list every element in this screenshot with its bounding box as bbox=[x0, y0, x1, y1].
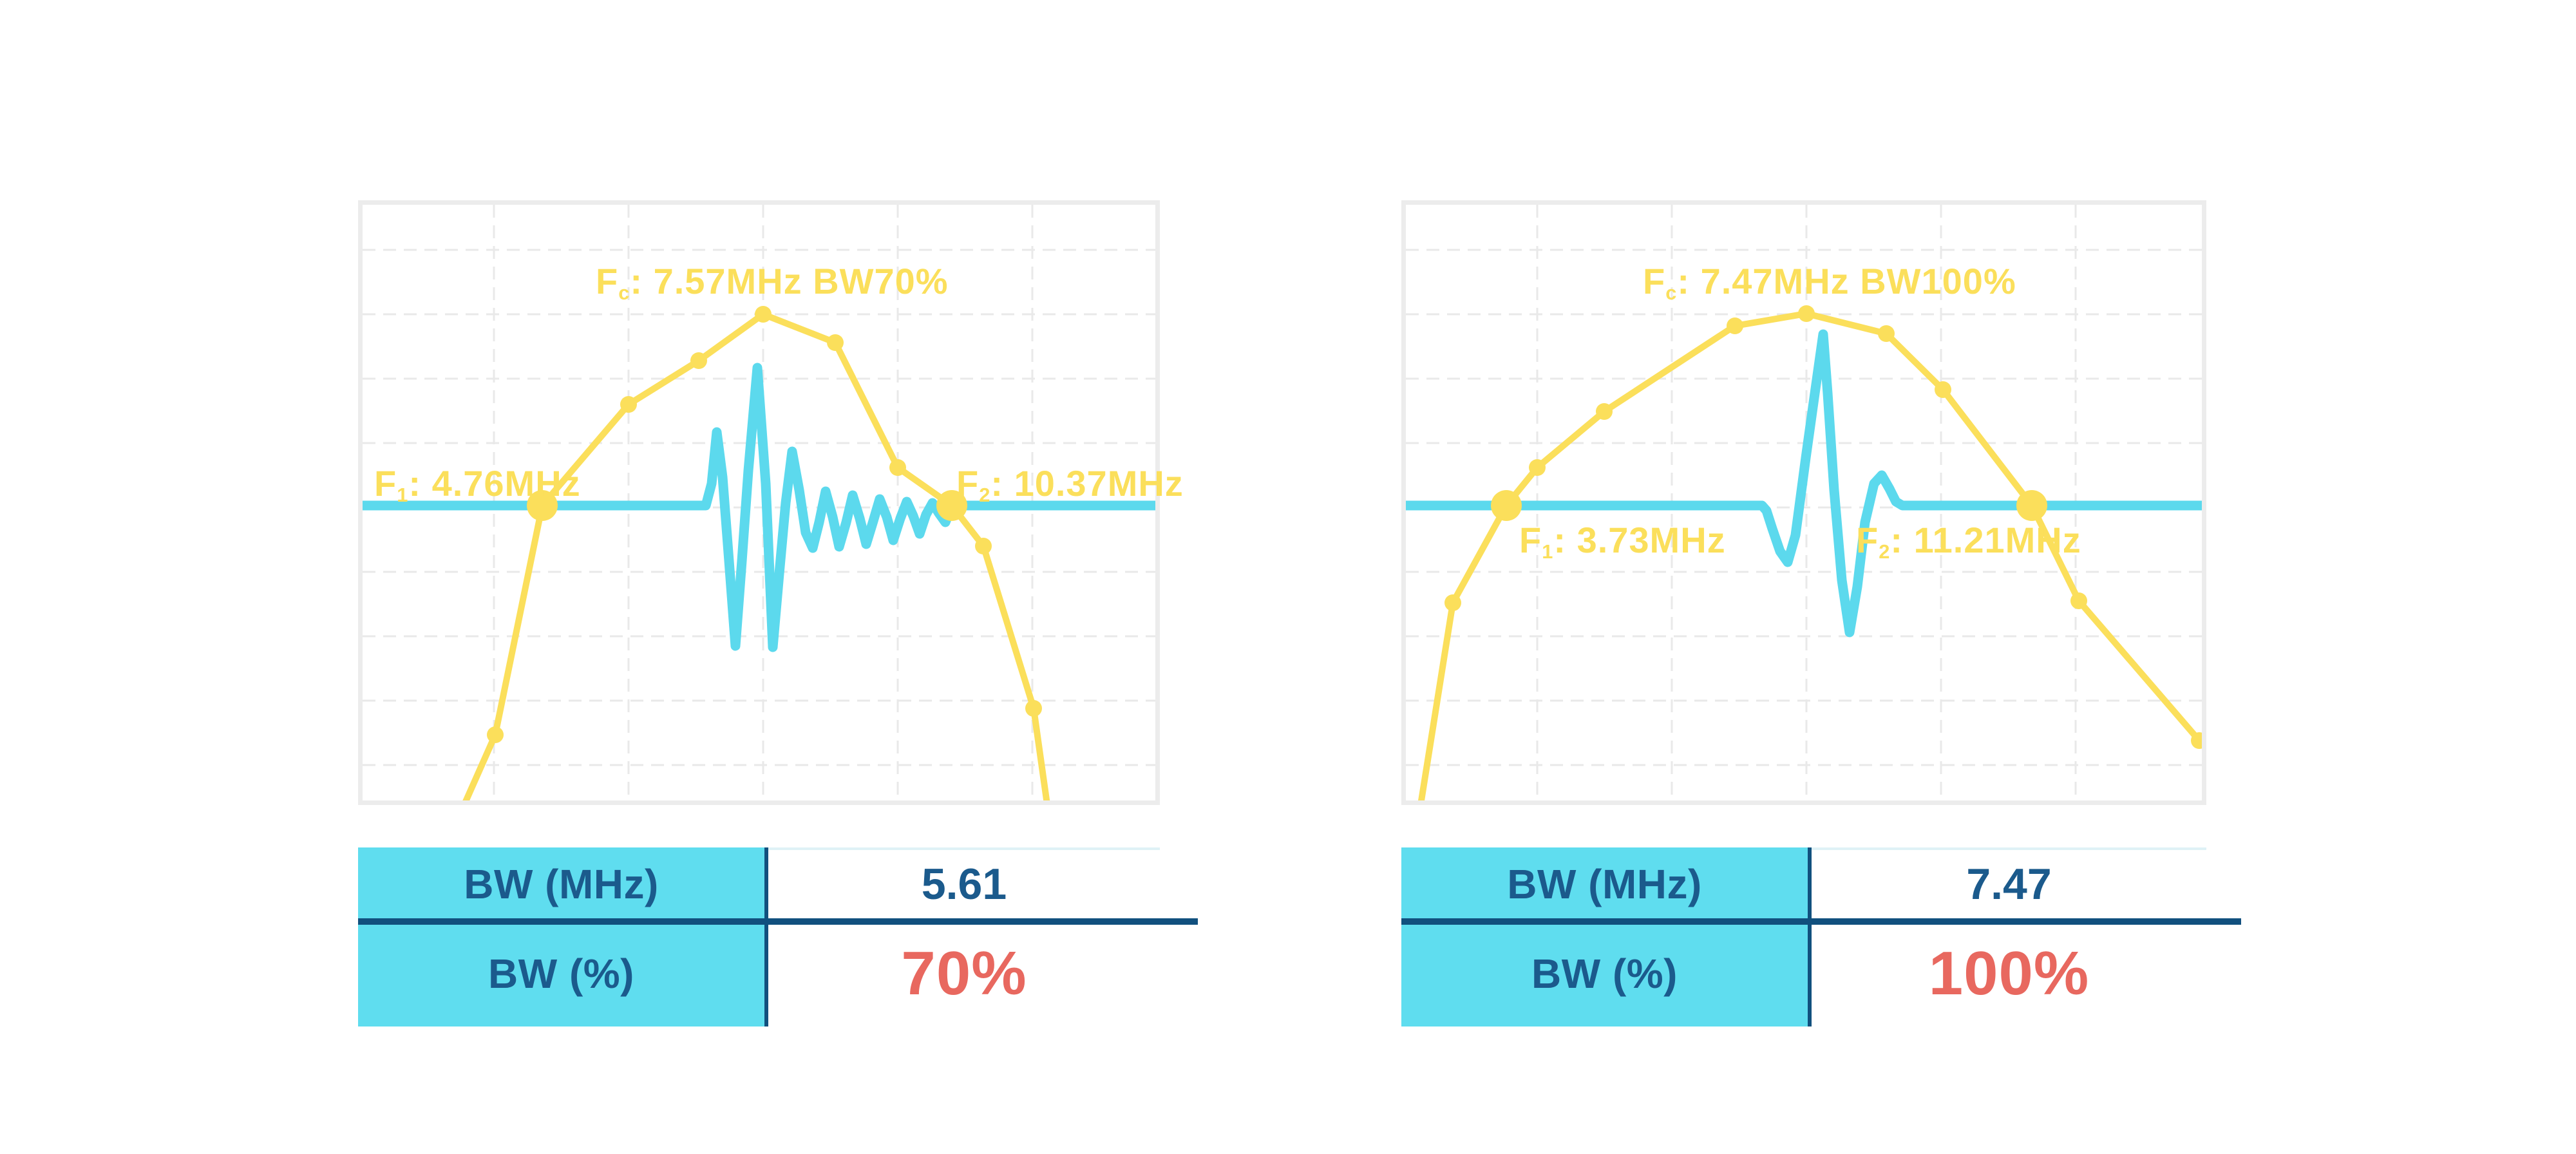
spectrum-point-marker bbox=[889, 459, 906, 476]
crossing-point-marker bbox=[1491, 490, 1522, 521]
table-label-column bbox=[1401, 847, 1808, 1026]
chart-frame bbox=[1401, 200, 2206, 805]
f1-label-sub: 1 bbox=[1542, 540, 1554, 563]
table-label-column bbox=[358, 847, 764, 1026]
pulse-waveform bbox=[358, 363, 1160, 652]
table-top-border bbox=[1812, 847, 2206, 850]
spectrum-point-marker bbox=[1878, 325, 1895, 342]
spectrum-point-marker bbox=[690, 352, 707, 369]
table-row-label: BW (MHz) bbox=[1401, 847, 1808, 921]
f2-label-f: F bbox=[956, 463, 980, 504]
fc-label-f: F bbox=[596, 261, 619, 301]
f2-label-f: F bbox=[1856, 520, 1879, 560]
spectrum-point-marker bbox=[1935, 381, 1951, 398]
fc-label-sub: c bbox=[618, 281, 630, 304]
spectrum-point-marker bbox=[1727, 317, 1743, 334]
table-row-label: BW (MHz) bbox=[358, 847, 764, 921]
spectrum-point-marker bbox=[1596, 403, 1613, 420]
table-row-value: 7.47 bbox=[1812, 847, 2206, 921]
bw-table-broadband: BW (MHz) 7.47 BW (%) 100% bbox=[1401, 847, 2241, 1026]
f1-annotation: F1: 3.73MHz bbox=[1519, 520, 1726, 562]
pulse-waveform bbox=[1401, 329, 2206, 638]
spectrum-point-marker bbox=[1529, 459, 1546, 476]
f1-label-value: : 3.73MHz bbox=[1553, 520, 1726, 560]
f2-label-sub: 2 bbox=[979, 483, 991, 506]
crossing-point-marker bbox=[2016, 490, 2047, 521]
f1-label-value: : 4.76MHz bbox=[408, 463, 581, 504]
spectrum-point-marker bbox=[487, 726, 504, 743]
crossing-point-marker bbox=[936, 490, 967, 521]
f1-label-f: F bbox=[374, 463, 397, 504]
chart-narrowband-bw70: Fc: 7.57MHz BW70% F1: 4.76MHz F2: 10.37M… bbox=[358, 200, 1183, 805]
bw-pct-label: BW (%) bbox=[488, 951, 634, 997]
f2-annotation: F2: 11.21MHz bbox=[1856, 520, 2081, 562]
f2-label-value: : 10.37MHz bbox=[990, 463, 1184, 504]
table-horizontal-rule bbox=[358, 918, 1198, 925]
spectrum-point-marker bbox=[620, 396, 637, 413]
f1-annotation: F1: 4.76MHz bbox=[374, 463, 581, 505]
table-horizontal-rule bbox=[1401, 918, 2241, 925]
spectrum-point-marker bbox=[1025, 700, 1042, 717]
spectrum-point-marker bbox=[2070, 592, 2087, 609]
f1-label-f: F bbox=[1519, 520, 1542, 560]
fc-label-value: : 7.57MHz BW70% bbox=[630, 261, 949, 301]
table-row-label: BW (%) bbox=[1401, 921, 1808, 1026]
f1-label-sub: 1 bbox=[397, 483, 409, 506]
chart-plot-area bbox=[1401, 200, 2206, 805]
fc-label-sub: c bbox=[1665, 281, 1678, 304]
f2-label-value: : 11.21MHz bbox=[1890, 520, 2081, 560]
chart-plot-area bbox=[358, 200, 1160, 805]
table-row-value: 70% bbox=[768, 921, 1160, 1026]
spectrum-point-marker bbox=[1444, 594, 1461, 611]
bw-pct-value: 100% bbox=[1928, 939, 2090, 1008]
table-top-border bbox=[768, 847, 1160, 850]
fc-label-f: F bbox=[1643, 261, 1666, 301]
bw-mhz-label: BW (MHz) bbox=[1507, 861, 1702, 907]
spectrum-point-marker bbox=[975, 538, 992, 554]
fc-label-value: : 7.47MHz BW100% bbox=[1677, 261, 2016, 301]
table-row-value: 100% bbox=[1812, 921, 2206, 1026]
bw-pct-label: BW (%) bbox=[1531, 951, 1678, 997]
table-row-label: BW (%) bbox=[358, 921, 764, 1026]
bw-pct-value: 70% bbox=[901, 939, 1027, 1008]
table-row-value: 5.61 bbox=[768, 847, 1160, 921]
spectrum-curve bbox=[460, 311, 1051, 805]
chart-frame bbox=[358, 200, 1160, 805]
bw-mhz-label: BW (MHz) bbox=[464, 861, 659, 907]
spectrum-curve bbox=[1417, 310, 2202, 805]
fc-annotation: Fc: 7.47MHz BW100% bbox=[1643, 261, 2016, 303]
f2-annotation: F2: 10.37MHz bbox=[956, 463, 1184, 505]
crossing-point-marker bbox=[527, 490, 558, 521]
spectrum-point-marker bbox=[827, 334, 844, 351]
fc-annotation: Fc: 7.57MHz BW70% bbox=[596, 261, 949, 303]
bw-table-narrowband: BW (MHz) 5.61 BW (%) 70% bbox=[358, 847, 1198, 1026]
spectrum-point-marker bbox=[755, 306, 772, 323]
table-column-divider bbox=[764, 847, 768, 1026]
chart-broadband-bw100: Fc: 7.47MHz BW100% F1: 3.73MHz F2: 11.21… bbox=[1401, 200, 2206, 805]
bw-mhz-value: 7.47 bbox=[1966, 860, 2052, 909]
table-column-divider bbox=[1808, 847, 1812, 1026]
f2-label-sub: 2 bbox=[1879, 540, 1891, 563]
bw-mhz-value: 5.61 bbox=[921, 860, 1007, 909]
spectrum-point-marker bbox=[1798, 305, 1815, 322]
